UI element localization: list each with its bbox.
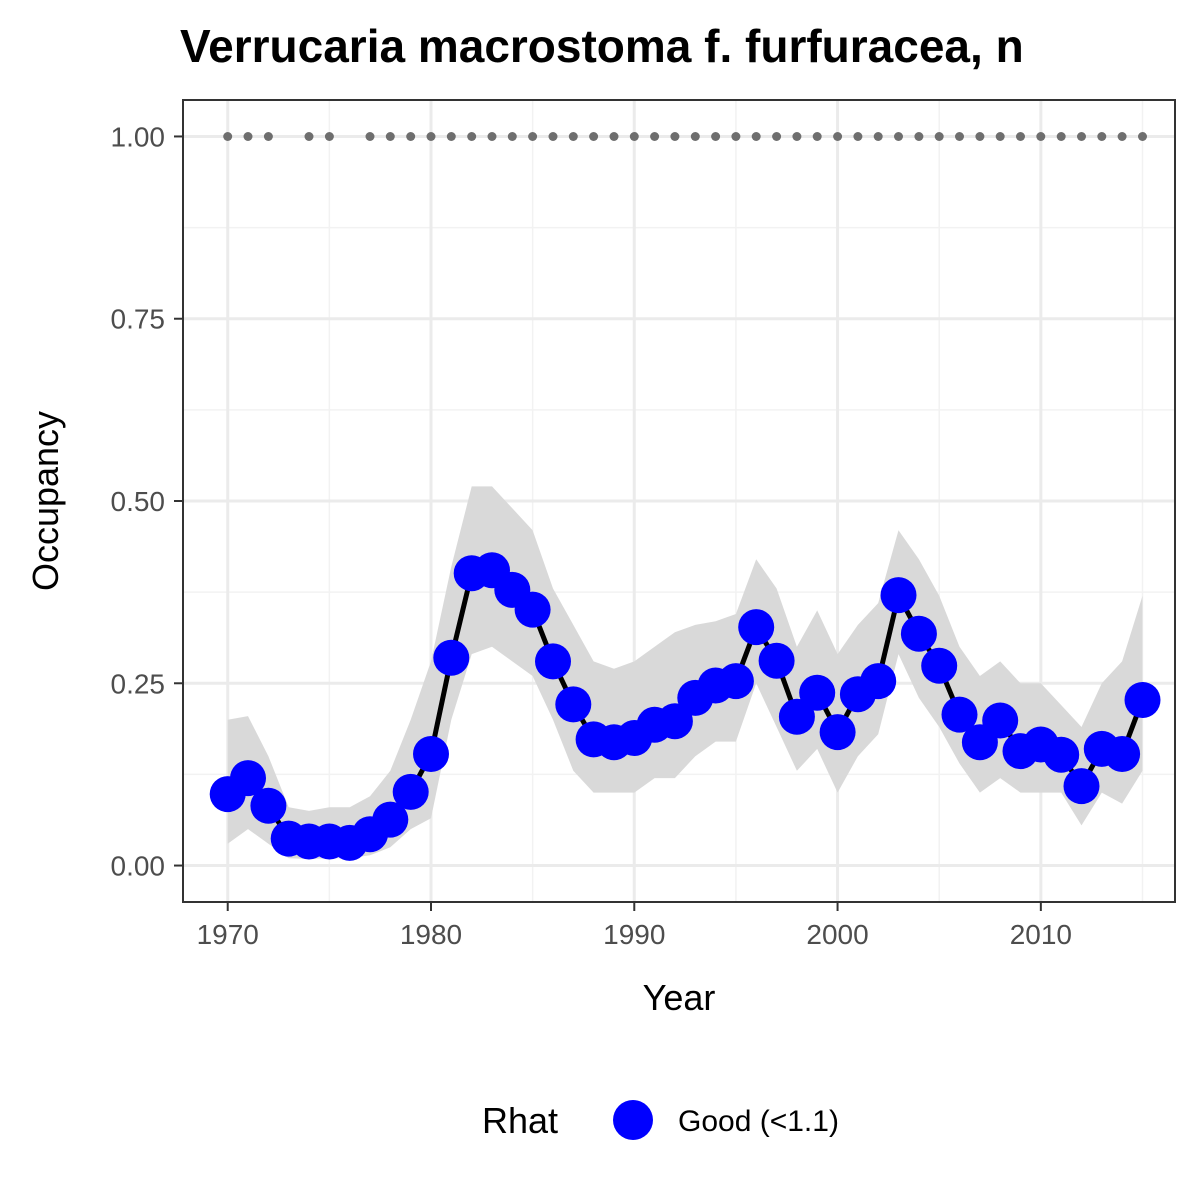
record-marker <box>975 132 985 141</box>
y-tick-label: 1.00 <box>111 121 166 152</box>
record-marker <box>406 132 416 141</box>
data-point <box>392 773 429 810</box>
occupancy-points <box>209 552 1161 861</box>
data-point <box>900 615 937 652</box>
data-point <box>880 577 917 614</box>
record-marker <box>1016 132 1025 141</box>
record-markers <box>223 132 1147 141</box>
data-point <box>860 663 897 700</box>
record-marker <box>609 132 619 141</box>
data-point <box>1104 736 1141 772</box>
record-marker <box>1097 132 1107 141</box>
record-marker <box>995 132 1005 141</box>
record-marker <box>955 132 964 141</box>
record-marker <box>263 132 273 141</box>
record-marker <box>487 132 497 141</box>
record-marker <box>243 132 253 141</box>
y-axis-title: Occupancy <box>25 411 66 591</box>
record-marker <box>629 132 639 141</box>
record-marker <box>385 132 395 141</box>
record-marker <box>690 132 700 141</box>
legend-title: Rhat <box>482 1100 558 1141</box>
data-point <box>413 736 449 772</box>
x-axis-ticks: 1970 1980 1990 2000 2010 <box>197 902 1072 950</box>
legend: Rhat Good (<1.1) <box>482 1100 839 1141</box>
data-point <box>717 663 754 700</box>
y-axis-ticks: 0.00 0.25 0.50 0.75 1.00 <box>111 121 183 882</box>
chart-title: Verrucaria macrostoma f. furfuracea, n <box>180 20 1024 72</box>
record-marker <box>1117 132 1127 141</box>
x-tick-label: 1980 <box>400 919 462 950</box>
record-marker <box>1138 132 1147 141</box>
data-point <box>230 760 266 797</box>
y-tick-label: 0.00 <box>111 851 166 882</box>
data-point <box>1043 736 1080 773</box>
record-marker <box>507 132 517 141</box>
record-marker <box>894 132 903 141</box>
record-marker <box>751 132 761 141</box>
data-point <box>1124 682 1161 718</box>
record-marker <box>772 132 782 141</box>
data-point <box>921 647 958 684</box>
record-marker <box>1056 132 1066 141</box>
record-marker <box>223 132 233 141</box>
legend-key-good <box>613 1100 653 1140</box>
data-point <box>535 643 571 680</box>
record-marker <box>812 132 822 141</box>
record-marker <box>670 132 680 141</box>
record-marker <box>365 132 375 141</box>
record-marker <box>528 132 538 141</box>
record-marker <box>324 132 334 141</box>
x-tick-label: 2010 <box>1010 919 1072 950</box>
record-marker <box>934 132 944 141</box>
record-marker <box>873 132 883 141</box>
data-point <box>433 639 470 676</box>
record-marker <box>568 132 578 141</box>
legend-label-good: Good (<1.1) <box>678 1105 839 1138</box>
record-marker <box>731 132 741 141</box>
x-tick-label: 1970 <box>197 919 259 950</box>
record-marker <box>426 132 436 141</box>
record-marker <box>1036 132 1046 141</box>
record-marker <box>589 132 599 141</box>
data-point <box>819 714 856 751</box>
data-point <box>372 801 409 838</box>
data-point <box>738 609 775 646</box>
record-marker <box>548 132 558 141</box>
data-point <box>1063 768 1100 805</box>
x-axis-title: Year <box>643 977 716 1018</box>
record-marker <box>833 132 843 141</box>
data-point <box>799 674 836 711</box>
record-marker <box>792 132 802 141</box>
data-point <box>758 642 795 679</box>
data-point <box>555 686 592 723</box>
data-point <box>656 703 693 740</box>
record-marker <box>853 132 863 141</box>
record-marker <box>304 132 314 141</box>
data-point <box>250 787 287 824</box>
record-marker <box>446 132 456 141</box>
record-marker <box>650 132 660 141</box>
y-tick-label: 0.25 <box>111 668 166 699</box>
record-marker <box>711 132 721 141</box>
data-point <box>778 698 815 735</box>
y-tick-label: 0.50 <box>111 486 166 517</box>
y-tick-label: 0.75 <box>111 304 166 335</box>
data-point <box>514 591 551 628</box>
x-tick-label: 2000 <box>806 919 868 950</box>
record-marker <box>467 132 477 141</box>
record-marker <box>1077 132 1086 141</box>
data-point <box>941 696 978 733</box>
x-tick-label: 1990 <box>603 919 665 950</box>
data-point <box>982 702 1019 739</box>
record-marker <box>914 132 924 141</box>
